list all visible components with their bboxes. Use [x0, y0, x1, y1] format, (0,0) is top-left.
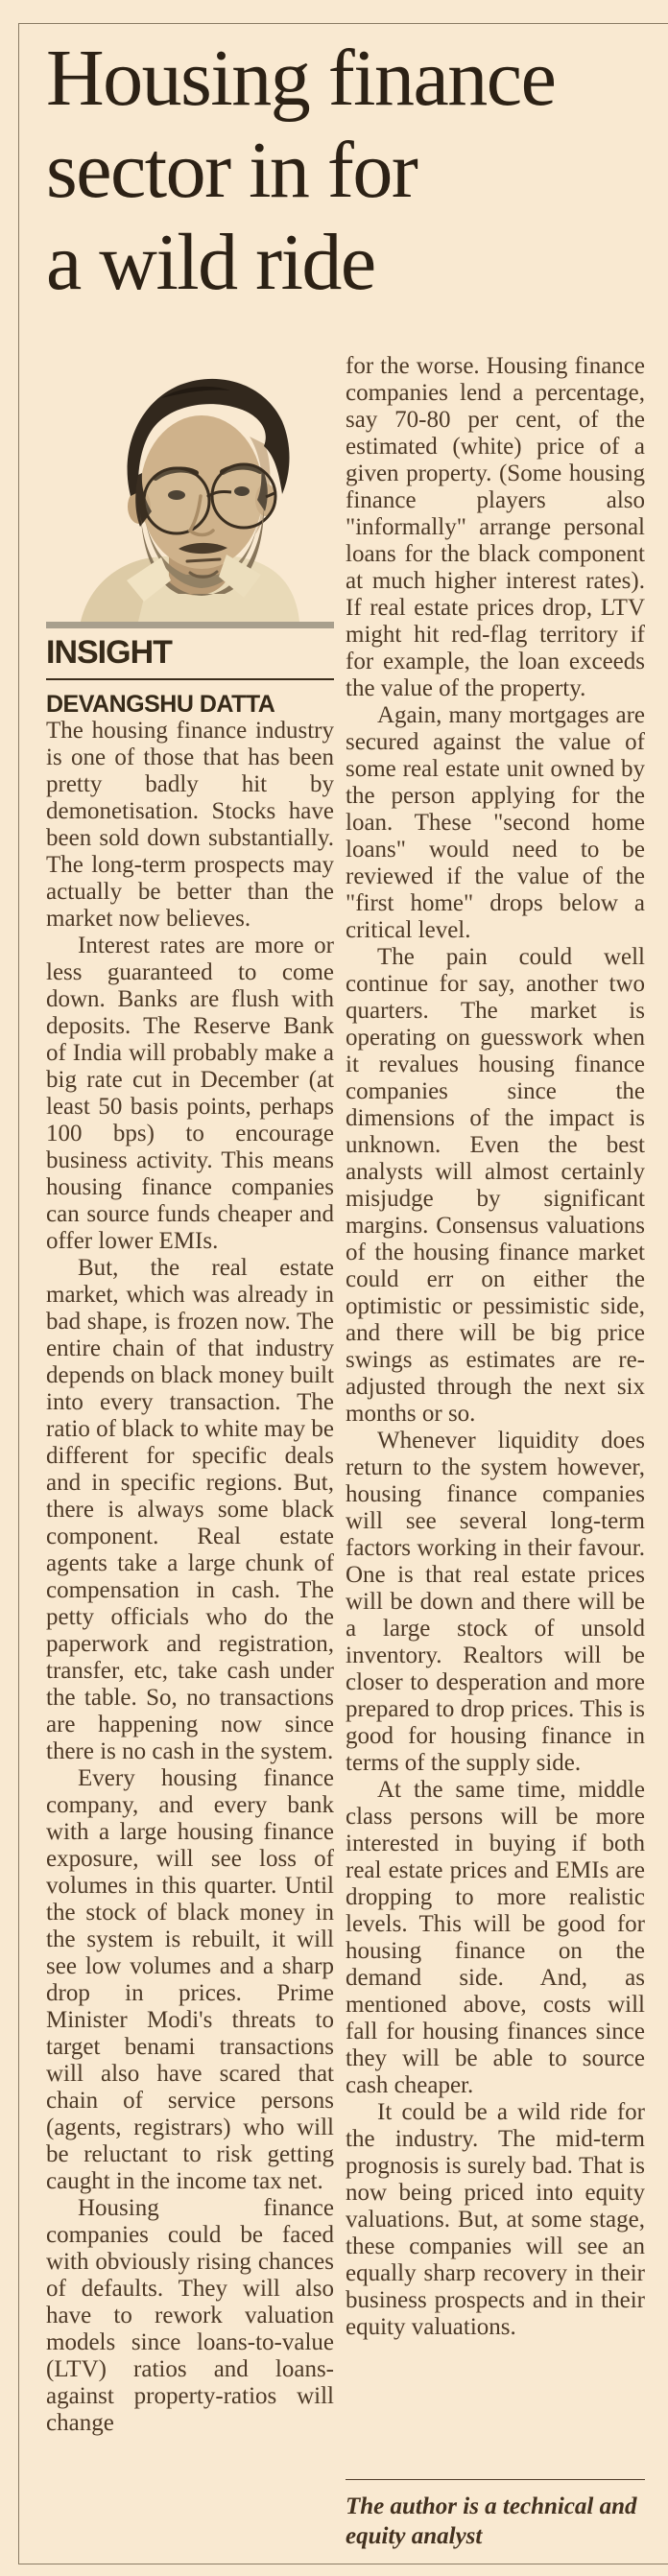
headline: Housing finance sector in for a wild rid…: [46, 33, 646, 309]
article-paragraph: Interest rates are more or less guarante…: [46, 933, 334, 1254]
article-paragraph: Every housing finance company, and every…: [46, 1765, 334, 2194]
author-portrait-illustration: [81, 378, 299, 622]
footer-rule: [346, 2479, 645, 2480]
article-paragraph: for the worse. Housing finance companies…: [346, 353, 645, 701]
photo-divider-bar: [46, 622, 334, 628]
article-paragraph: The pain could well continue for say, an…: [346, 944, 645, 1427]
headline-line-2: sector in for: [46, 126, 418, 215]
article-paragraph: Whenever liquidity does return to the sy…: [346, 1428, 645, 1776]
headline-line-3: a wild ride: [46, 218, 376, 307]
author-photo: [46, 369, 334, 622]
article-paragraph: At the same time, middle class persons w…: [346, 1777, 645, 2098]
left-column: INSIGHT DEVANGSHU DATTA The housing fina…: [46, 369, 334, 2553]
kicker-rule: [46, 678, 334, 680]
article-paragraph: Again, many mortgages are secured agains…: [346, 702, 645, 943]
column-kicker: INSIGHT: [46, 634, 173, 671]
article-paragraph: But, the real estate market, which was a…: [46, 1255, 334, 1764]
right-column: for the worse. Housing finance companies…: [346, 353, 645, 2464]
article-paragraph: It could be a wild ride for the industry…: [346, 2099, 645, 2340]
headline-line-1: Housing finance: [46, 34, 557, 123]
article-paragraph: Housing finance companies could be faced…: [46, 2195, 334, 2436]
author-byline: DEVANGSHU DATTA: [46, 691, 275, 718]
author-credit-note: The author is a technical and equity ana…: [346, 2493, 637, 2549]
article-paragraph: The housing finance industry is one of t…: [46, 718, 334, 932]
